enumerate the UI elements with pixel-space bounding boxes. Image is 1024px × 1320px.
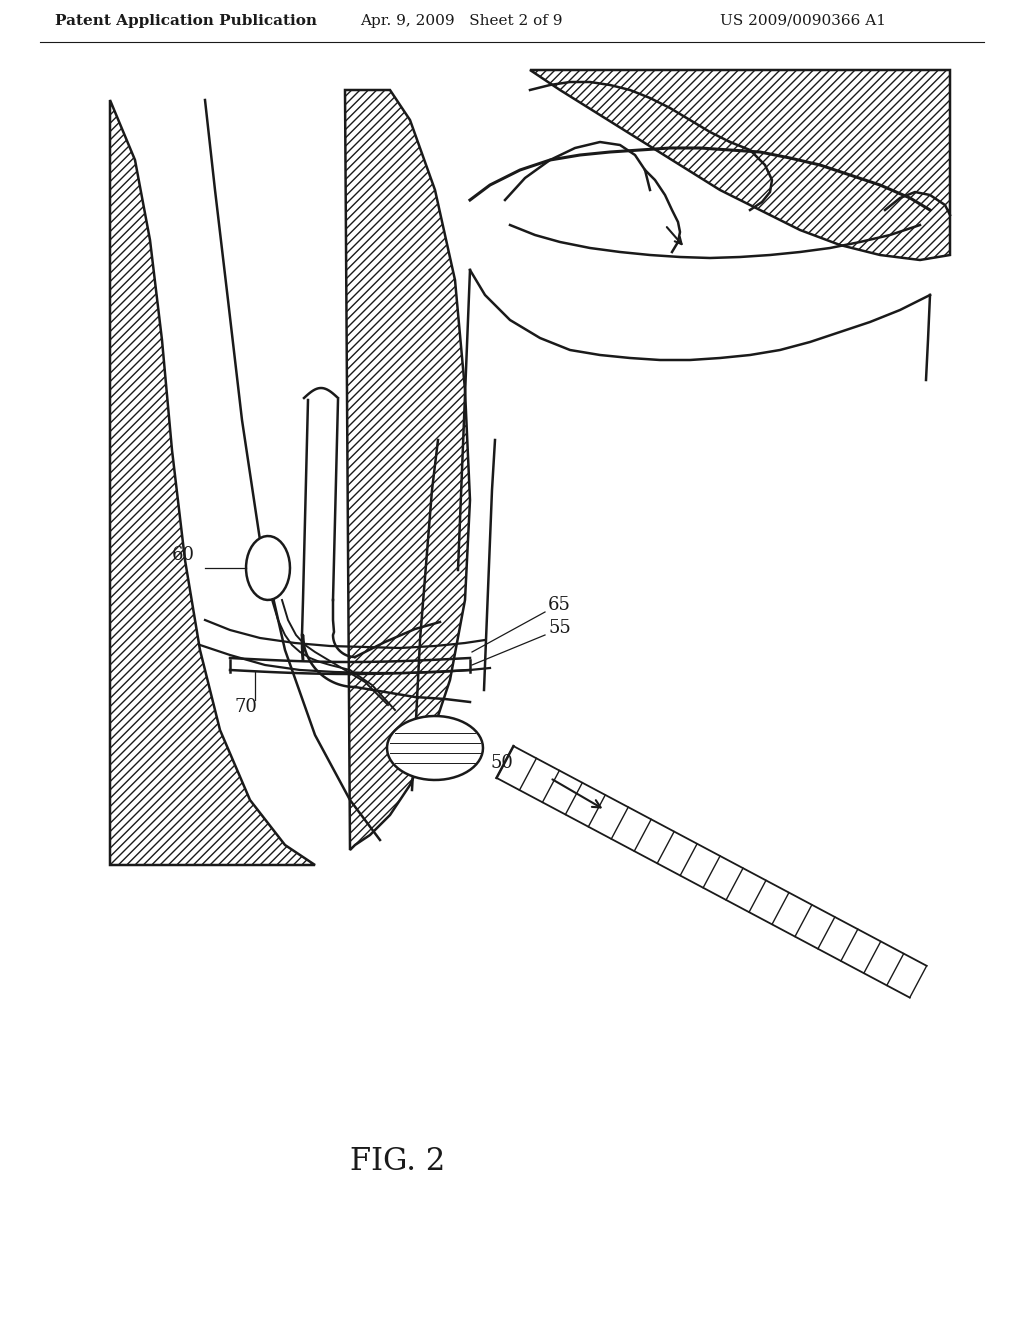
Text: 55: 55 — [548, 619, 570, 638]
Text: 50: 50 — [490, 754, 513, 772]
Polygon shape — [387, 715, 483, 780]
Text: 60: 60 — [172, 546, 195, 564]
Polygon shape — [110, 100, 315, 865]
Text: Apr. 9, 2009   Sheet 2 of 9: Apr. 9, 2009 Sheet 2 of 9 — [360, 15, 562, 28]
Text: Patent Application Publication: Patent Application Publication — [55, 15, 317, 28]
Text: 70: 70 — [234, 698, 258, 715]
Polygon shape — [530, 70, 950, 260]
Text: US 2009/0090366 A1: US 2009/0090366 A1 — [720, 15, 886, 28]
Polygon shape — [345, 90, 470, 850]
Text: 65: 65 — [548, 597, 570, 614]
Polygon shape — [246, 536, 290, 601]
Text: FIG. 2: FIG. 2 — [350, 1146, 445, 1177]
